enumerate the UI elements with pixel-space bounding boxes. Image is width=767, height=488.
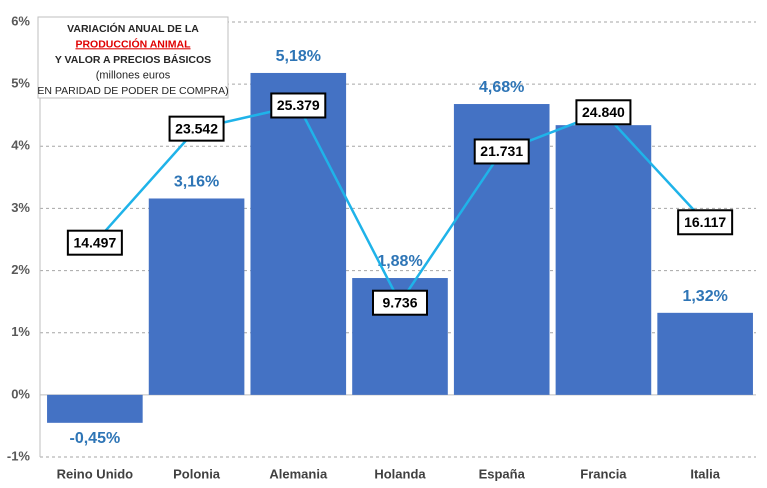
x-tick-label: España	[479, 466, 526, 481]
y-tick-label: 1%	[11, 324, 30, 339]
line-value-label: 23.542	[175, 120, 218, 136]
bar	[250, 72, 347, 395]
x-tick-label: Reino Unido	[57, 466, 134, 481]
y-tick-label: 2%	[11, 262, 30, 277]
bar-value-label: 4,68%	[479, 79, 524, 96]
bar-value-label: 1,88%	[377, 253, 422, 270]
x-tick-label: Polonia	[173, 466, 221, 481]
annotation-line: (millones euros	[96, 69, 171, 81]
bar	[148, 198, 245, 395]
line-value-label: 24.840	[582, 104, 625, 120]
bar-value-label: 3,16%	[174, 174, 219, 191]
line-label-box	[575, 99, 632, 126]
bar-value-label: -0,45%	[70, 430, 121, 447]
line-label-box	[372, 289, 428, 316]
y-tick-label: -1%	[7, 448, 31, 463]
line-label-box	[677, 209, 734, 236]
annotation-box	[37, 16, 229, 99]
annotation-line: EN PARIDAD DE PODER DE COMPRA)	[37, 85, 228, 97]
line-value-label: 21.731	[480, 143, 523, 159]
line-label-box	[270, 92, 327, 119]
y-tick-label: 3%	[11, 200, 30, 215]
x-tick-label: Alemania	[269, 466, 328, 481]
line-label-box	[168, 115, 225, 142]
line-label-box	[66, 229, 123, 256]
y-tick-label: 0%	[11, 386, 30, 401]
y-tick-label: 6%	[11, 13, 30, 28]
line-label-box	[473, 138, 530, 165]
annotation-line: Y VALOR A PRECIOS BÁSICOS	[55, 53, 211, 66]
bar	[47, 394, 143, 423]
bar	[555, 125, 652, 395]
x-tick-label: Francia	[580, 466, 627, 481]
annotation-line: PRODUCCIÓN ANIMAL	[75, 37, 191, 50]
annotation-line: VARIACIÓN ANUAL DE LA	[67, 22, 199, 35]
line-value-label: 9.736	[382, 294, 417, 310]
bar-value-label: 1,32%	[682, 288, 727, 305]
line-value-label: 14.497	[73, 234, 116, 250]
x-tick-label: Italia	[690, 466, 720, 481]
y-tick-label: 5%	[11, 76, 30, 91]
bar	[657, 312, 753, 395]
line-value-label: 16.117	[684, 214, 726, 230]
y-tick-label: 4%	[11, 138, 30, 153]
bar-value-label: 5,18%	[276, 48, 321, 65]
line-value-label: 25.379	[277, 97, 320, 113]
x-tick-label: Holanda	[374, 466, 426, 481]
